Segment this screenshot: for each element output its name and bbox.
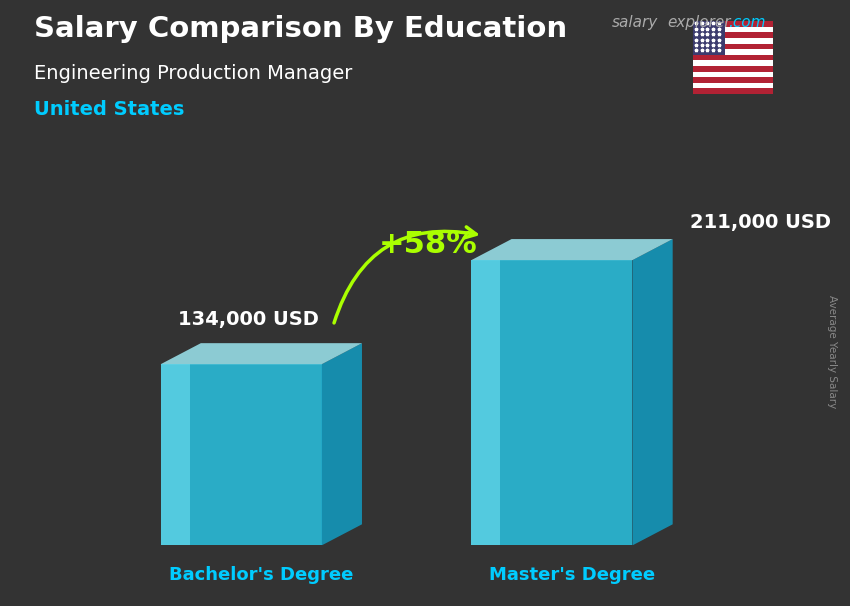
Text: explorer: explorer: [667, 15, 731, 30]
Polygon shape: [321, 343, 362, 545]
Polygon shape: [471, 239, 672, 260]
Polygon shape: [161, 343, 362, 364]
Bar: [693, 61, 774, 66]
Text: +58%: +58%: [379, 230, 478, 259]
Polygon shape: [471, 260, 501, 545]
Text: salary: salary: [612, 15, 658, 30]
Bar: [693, 44, 774, 49]
Bar: [693, 38, 774, 44]
Text: 134,000 USD: 134,000 USD: [178, 310, 319, 329]
Bar: [693, 77, 774, 83]
Bar: [693, 72, 774, 77]
Text: Salary Comparison By Education: Salary Comparison By Education: [34, 15, 567, 43]
Bar: [693, 21, 725, 55]
Bar: [693, 21, 774, 27]
Bar: [693, 55, 774, 61]
Text: Master's Degree: Master's Degree: [489, 567, 655, 585]
Text: .com: .com: [728, 15, 766, 30]
Bar: [693, 32, 774, 38]
Bar: [693, 66, 774, 72]
Text: Average Yearly Salary: Average Yearly Salary: [827, 295, 837, 408]
Text: Bachelor's Degree: Bachelor's Degree: [169, 567, 354, 585]
Text: Engineering Production Manager: Engineering Production Manager: [34, 64, 353, 82]
Bar: [693, 27, 774, 32]
Bar: [693, 49, 774, 55]
Polygon shape: [161, 364, 190, 545]
Text: United States: United States: [34, 100, 184, 119]
Polygon shape: [161, 364, 321, 545]
Bar: [693, 83, 774, 88]
Text: 211,000 USD: 211,000 USD: [690, 213, 831, 232]
Polygon shape: [471, 260, 632, 545]
Polygon shape: [632, 239, 672, 545]
Bar: [693, 88, 774, 94]
